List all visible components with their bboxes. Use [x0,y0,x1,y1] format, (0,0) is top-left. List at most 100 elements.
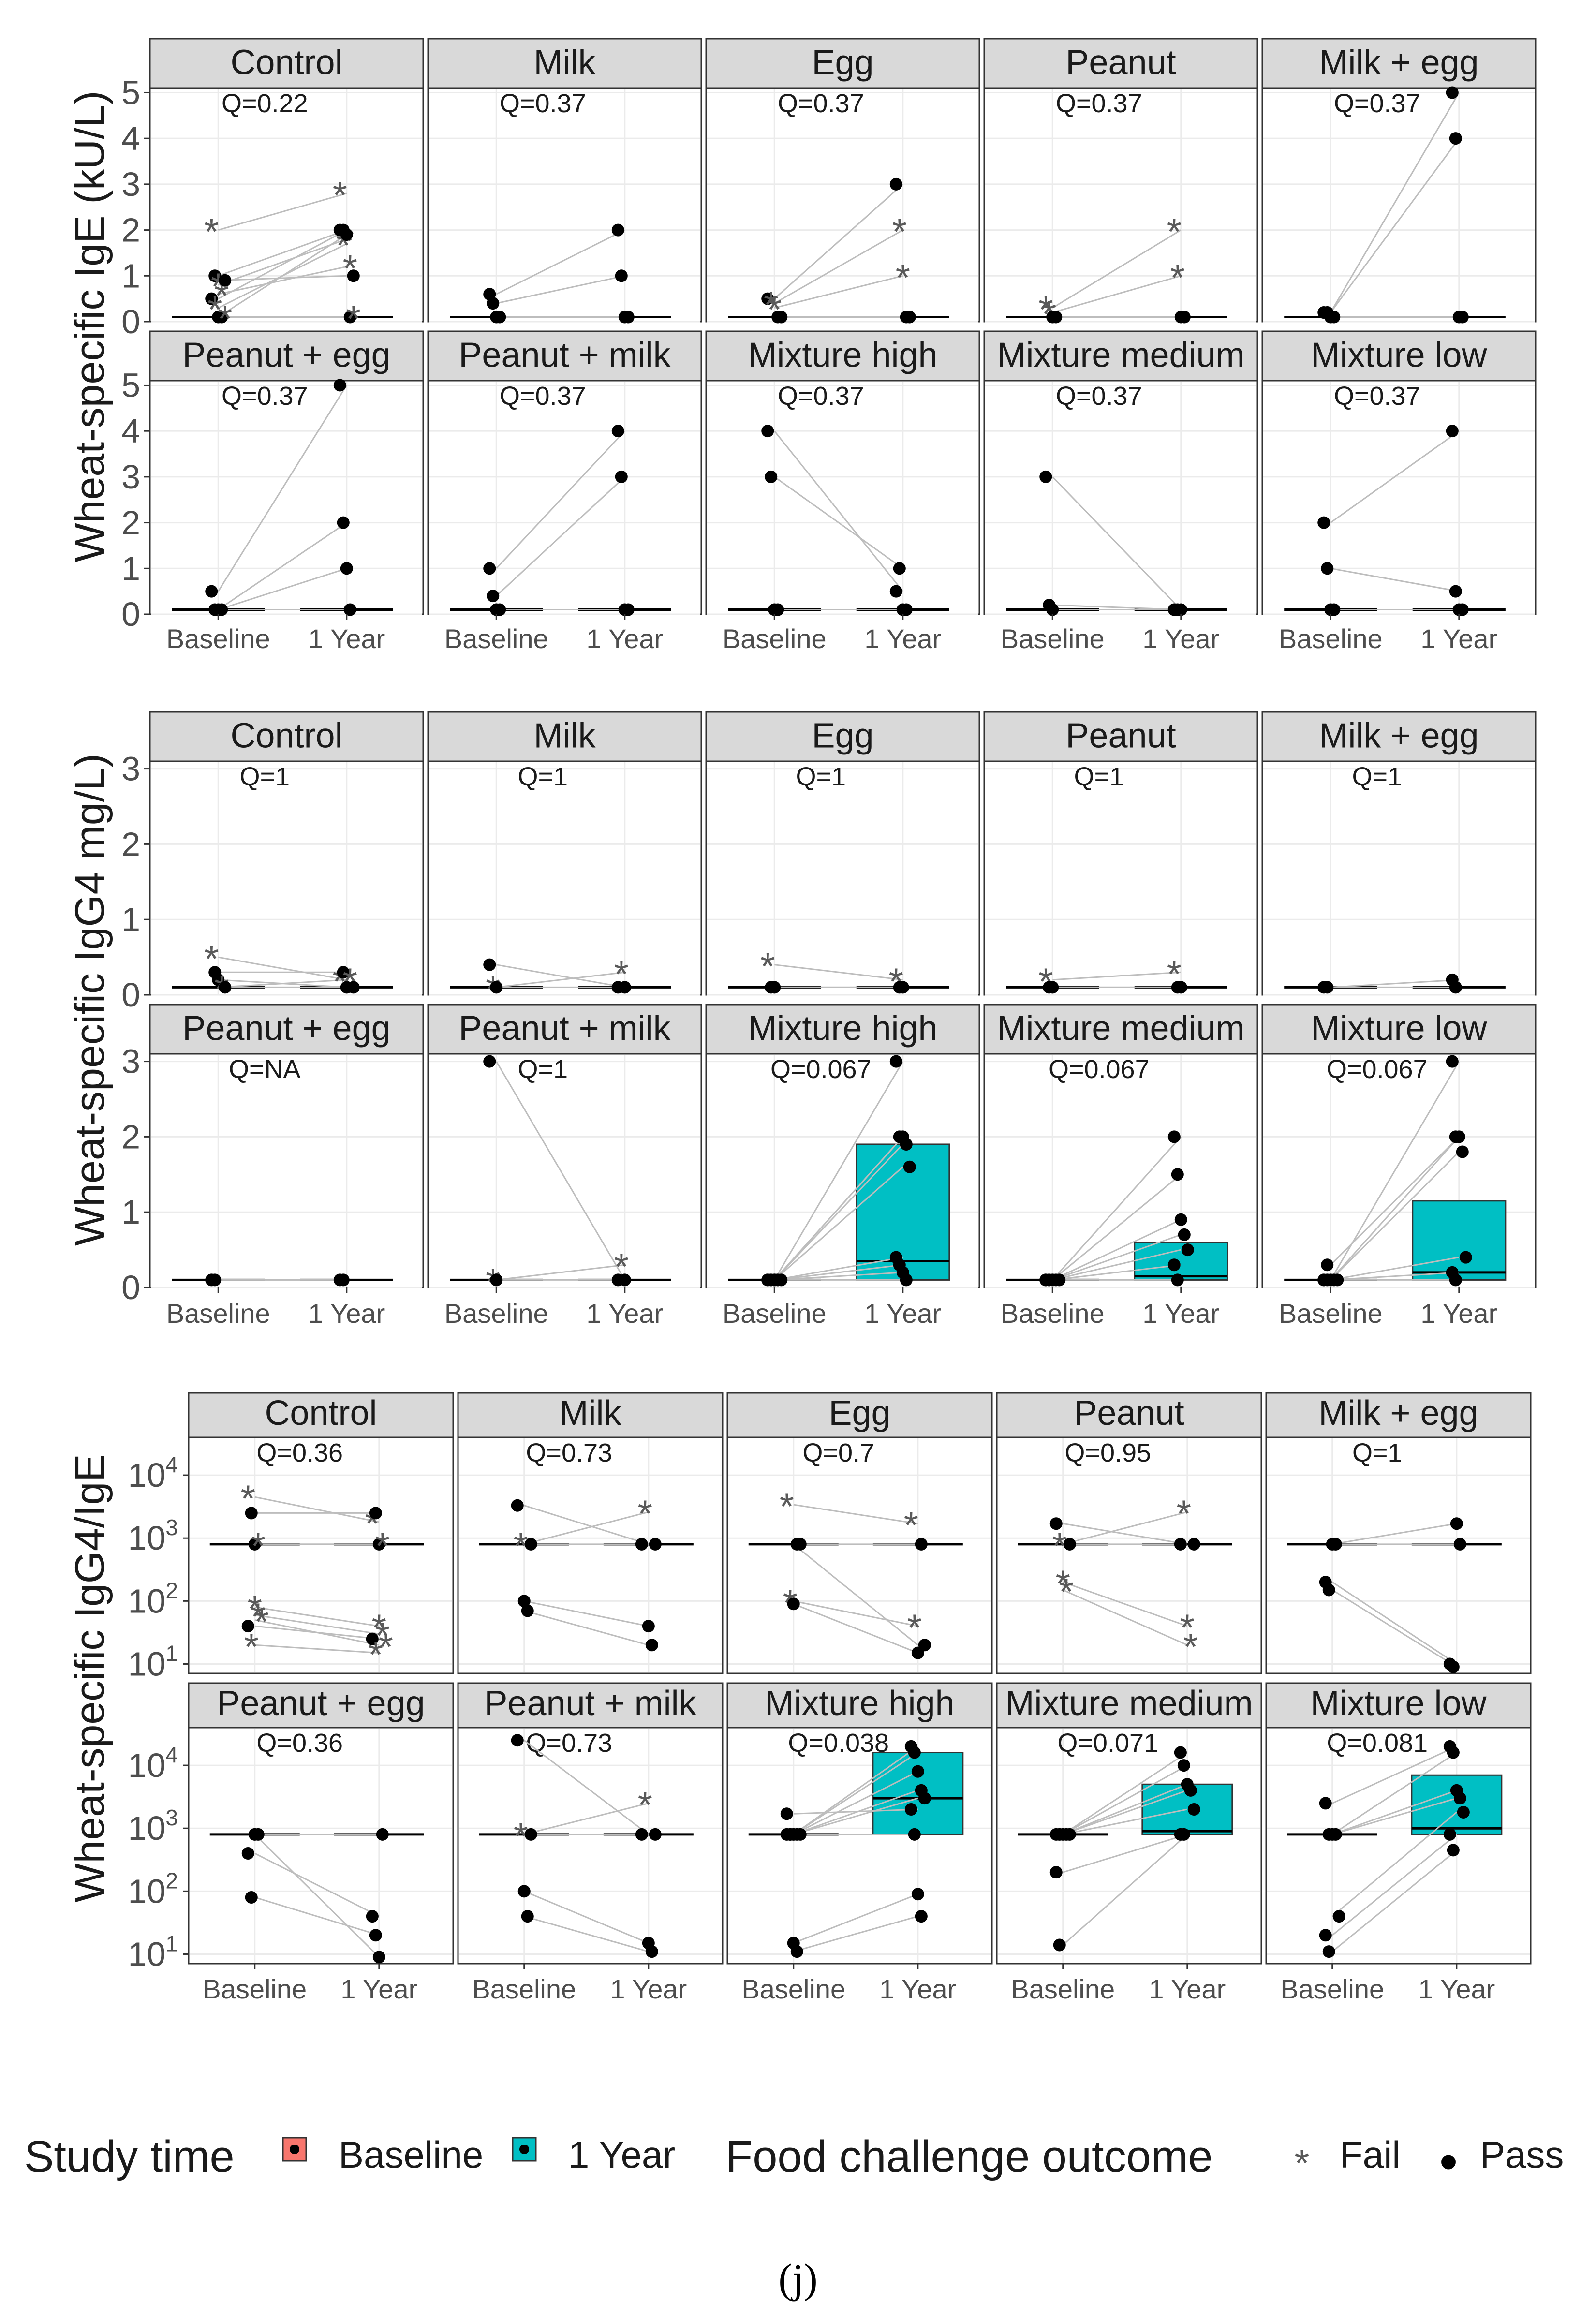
box-one-year [1135,1242,1227,1280]
point-pass [918,1792,931,1804]
panel-mixture-low: Mixture lowQ=0.067Baseline 1 Year [1262,1005,1536,1329]
point-pass [1178,1828,1190,1841]
legend-key-one-year [513,2138,536,2161]
point-pass [334,379,346,391]
x-tick-label: Baseline [1279,1298,1383,1329]
point-pass [908,1828,921,1841]
point-pass [1447,1844,1460,1856]
legend-fail-label: Fail [1340,2133,1401,2176]
point-fail: * [1038,960,1053,1003]
point-pass [347,981,360,993]
point-fail: * [904,1504,918,1546]
point-pass [518,1885,531,1897]
x-tick-label: 1 Year [610,1974,687,2004]
point-pass [511,1499,524,1512]
x-tick-label: Baseline [1279,623,1383,654]
point-pass [511,1734,524,1746]
facet-label: Egg [812,716,873,755]
legend: Study time Baseline 1 Year Food challeng… [24,2132,1564,2191]
panel-peanut-egg: Peanut + eggQ=NA0123Baseline 1 Year [121,1005,423,1329]
facet-label: Peanut [1065,716,1176,755]
point-pass [1043,1273,1055,1286]
q-value-label: Q=0.37 [222,382,308,411]
point-pass [900,1138,913,1151]
point-pass [1456,311,1469,324]
panel-control: ControlQ=1****0123 [121,712,423,1014]
point-pass [1321,1273,1333,1286]
point-pass [1174,1538,1187,1551]
y-tick-label: 4 [121,412,140,450]
box-one-year [1413,1201,1506,1280]
point-pass [903,311,916,324]
panel-mixture-medium: Mixture mediumQ=0.067Baseline 1 Year [984,1005,1257,1329]
panel-egg: EggQ=0.7**** [727,1393,992,1673]
x-tick-label: Baseline [1280,1974,1384,2004]
point-pass [215,604,228,616]
point-pass [615,471,628,483]
point-pass [483,1055,496,1068]
point-pass [1050,1866,1063,1878]
y-tick-exponent: 2 [165,1578,178,1603]
panel-area [1262,381,1536,614]
point-pass [1457,1806,1470,1819]
legend-one-year-label: 1 Year [568,2133,675,2176]
point-pass [1178,1228,1191,1241]
chart-block-1: Wheat-specific IgE (kU/L)ControlQ=0.22**… [67,39,1536,654]
point-pass [622,311,635,324]
point-fail: * [638,1492,652,1535]
facet-label: Milk [534,43,596,82]
q-value-label: Q=1 [240,762,290,791]
point-pass [1449,132,1462,145]
x-tick-label: 1 Year [1420,1298,1497,1329]
point-pass [521,1910,534,1923]
facet-label: Mixture high [765,1684,954,1723]
panel-area [984,761,1257,995]
point-pass [791,1945,803,1958]
legend-key-baseline [283,2138,306,2161]
q-value-label: Q=0.081 [1327,1729,1428,1758]
panel-area [984,88,1257,322]
point-pass [900,1273,913,1286]
y-tick-label: 1 [121,549,140,587]
y-tick-label: 104 [128,1452,178,1494]
point-pass [493,311,506,324]
point-pass [1449,585,1462,598]
x-tick-label: 1 Year [864,623,941,654]
legend-outcome-title: Food challenge outcome [725,2132,1213,2181]
x-tick-label: 1 Year [1142,1298,1219,1329]
q-value-label: Q=0.7 [802,1438,874,1467]
point-pass [1178,311,1191,324]
panel-area [706,88,979,322]
facet-label: Milk + egg [1318,1394,1478,1433]
point-pass [915,1538,928,1551]
x-tick-label: Baseline [741,1974,845,2004]
point-fail: * [1170,256,1185,298]
point-pass [344,604,356,616]
point-pass [1449,1273,1462,1286]
y-tick-label: 1 [121,1193,140,1231]
point-pass [1064,1538,1076,1551]
panel-peanut-milk: Peanut + milkQ=0.73**Baseline 1 Year [458,1683,723,2004]
point-fail: * [638,1783,652,1826]
point-pass [1453,1130,1465,1143]
y-tick-label: 1 [121,901,140,938]
y-tick-exponent: 2 [165,1868,178,1893]
legend-baseline-label: Baseline [339,2133,483,2176]
facet-label: Peanut + egg [182,1009,390,1048]
facet-label: Mixture medium [997,336,1244,374]
point-pass [635,1538,648,1551]
point-pass [373,1951,385,1963]
figure-caption: (j) [778,2255,817,2302]
point-pass [1319,1929,1332,1941]
q-value-label: Q=0.37 [500,382,586,411]
point-pass [1174,1746,1187,1759]
panel-area [727,1437,992,1673]
point-fail: * [333,174,347,216]
q-value-label: Q=1 [518,1055,568,1084]
y-tick-label: 104 [128,1742,178,1784]
point-pass [1323,1945,1335,1958]
point-fail: * [1183,1625,1198,1668]
legend-pass-label: Pass [1480,2133,1564,2176]
point-pass [900,604,913,616]
panel-area [150,761,423,995]
